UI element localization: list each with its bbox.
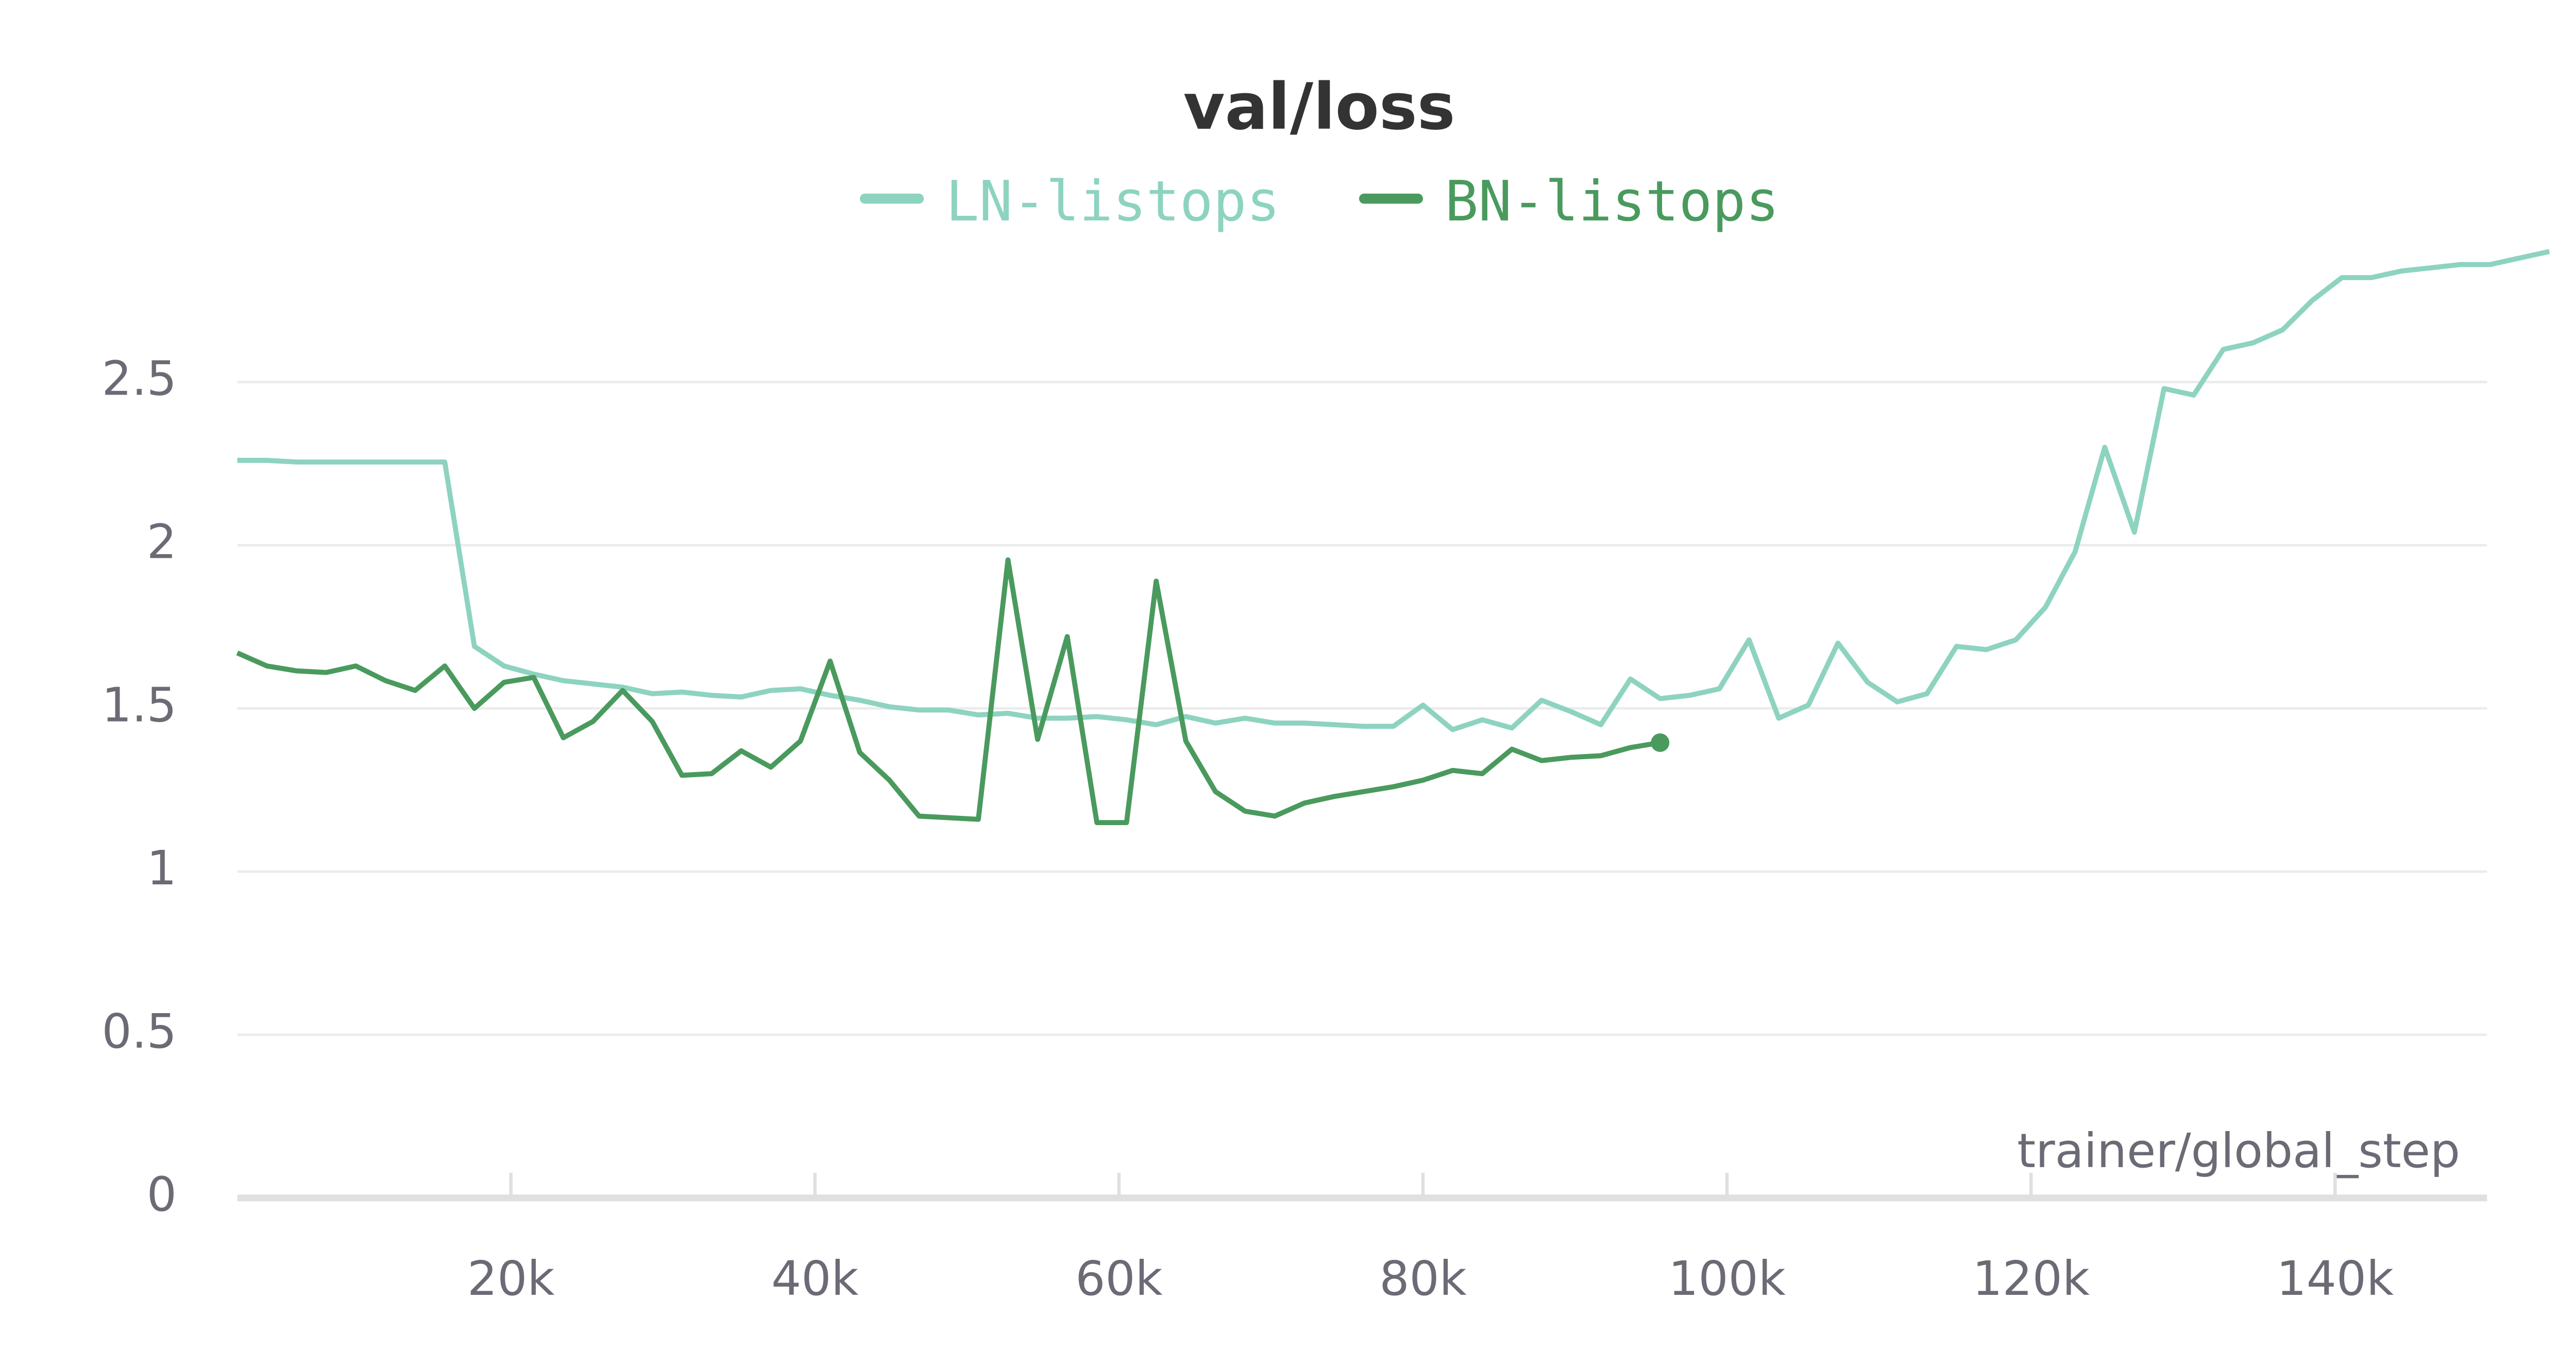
legend-label: LN-listops xyxy=(946,169,1280,234)
line-series xyxy=(237,249,2550,732)
x-tick-label: 20k xyxy=(467,1251,554,1306)
x-tick-label: 40k xyxy=(771,1251,858,1306)
x-tick-label: 80k xyxy=(1379,1251,1466,1306)
chart-title: val/loss xyxy=(1183,70,1455,144)
x-tick-label: 120k xyxy=(1972,1251,2090,1306)
x-tick-label: 140k xyxy=(2277,1251,2394,1306)
x-tick-label: 100k xyxy=(1668,1251,1786,1306)
end-point xyxy=(1651,733,1670,752)
y-tick-label: 1 xyxy=(147,841,177,896)
y-tick-label: 2.5 xyxy=(102,351,177,406)
y-tick-label: 0 xyxy=(147,1167,177,1222)
x-axis-label: trainer/global_step xyxy=(2017,1123,2460,1178)
x-tick-label: 60k xyxy=(1075,1251,1162,1306)
line-series xyxy=(236,557,1661,826)
legend-label: BN-listops xyxy=(1445,169,1779,234)
y-tick-label: 0.5 xyxy=(102,1004,177,1059)
y-tick-label: 2 xyxy=(147,514,177,569)
y-tick-label: 1.5 xyxy=(102,677,177,732)
